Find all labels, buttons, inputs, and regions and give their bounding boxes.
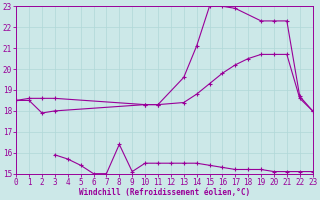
X-axis label: Windchill (Refroidissement éolien,°C): Windchill (Refroidissement éolien,°C) xyxy=(79,188,250,197)
